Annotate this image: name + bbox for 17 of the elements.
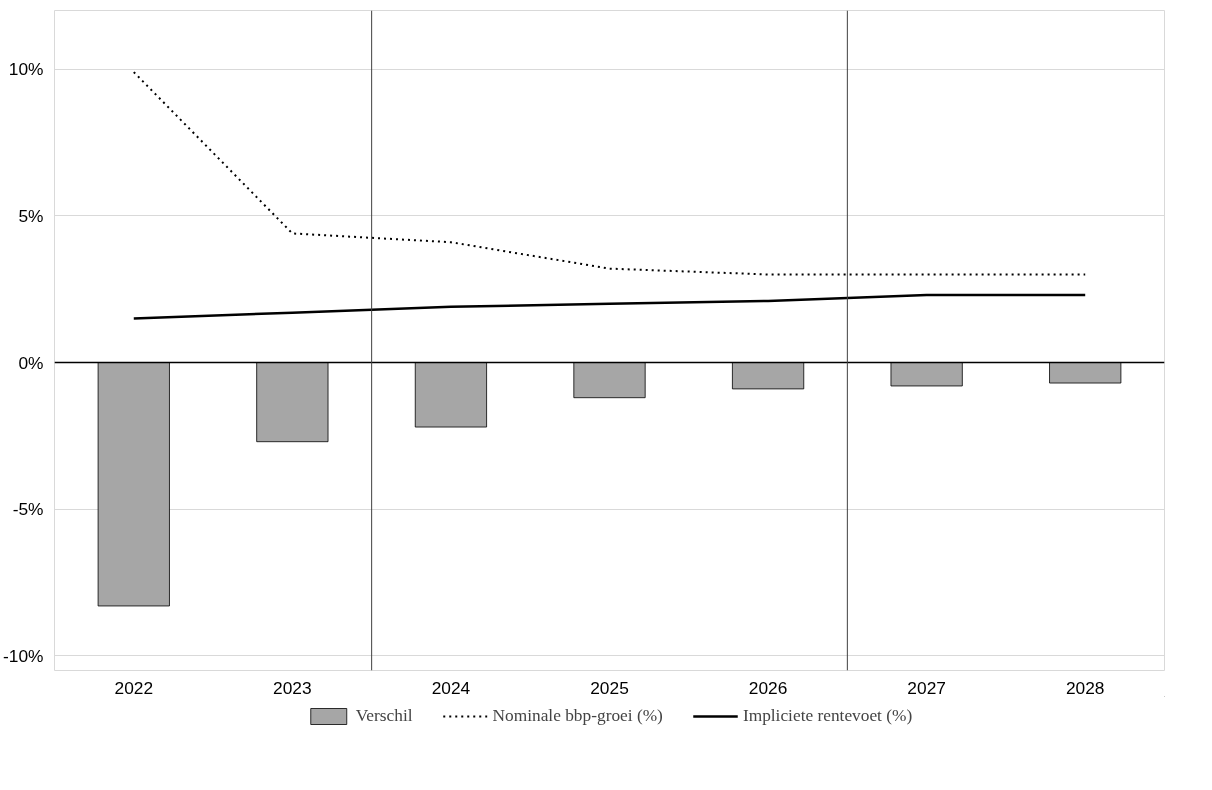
y-tick-label: -10% [3, 645, 44, 666]
x-tick-label: 2023 [273, 677, 312, 698]
line-series [132, 293, 1087, 320]
y-tick-label: 5% [18, 205, 44, 226]
x-tick-label: 2027 [907, 677, 946, 698]
y-tick-label: 0% [18, 352, 44, 373]
legend-label: Nominale bbp-groei (%) [492, 706, 663, 726]
x-tick-label: 2022 [114, 677, 154, 698]
legend-label: Impliciete rentevoet (%) [742, 706, 913, 726]
y-tick-label: 10% [8, 59, 44, 80]
x-tick-label: 2026 [748, 677, 788, 698]
y-tick-label: -5% [12, 499, 44, 520]
line-series [132, 71, 1087, 276]
x-tick-label: 2025 [590, 677, 629, 698]
legend-label: Verschil [355, 706, 413, 726]
x-tick-label: 2028 [1065, 677, 1105, 698]
x-tick-label: 2024 [431, 677, 471, 698]
